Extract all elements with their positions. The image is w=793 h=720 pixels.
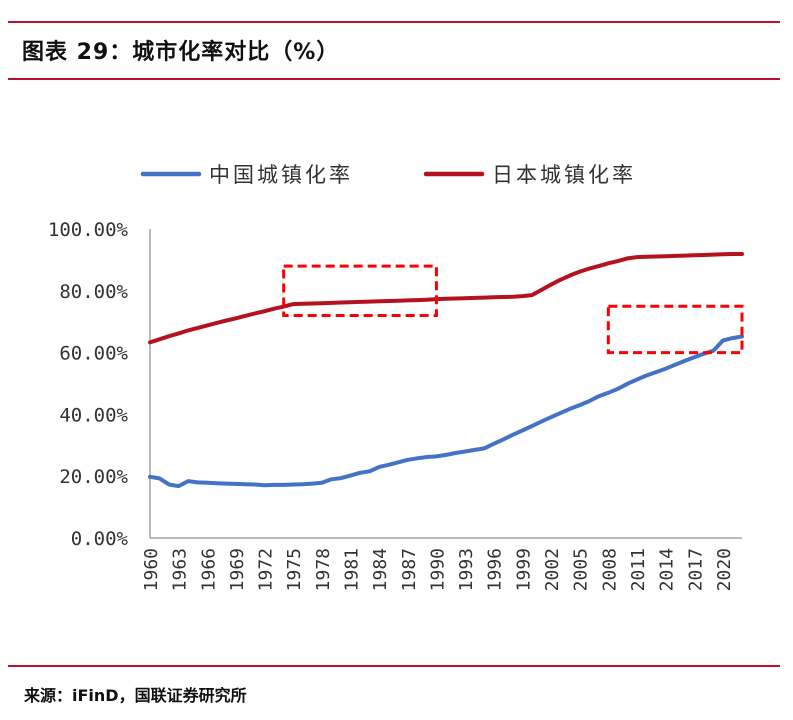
x-tick-label: 1981 (342, 548, 363, 591)
x-tick-label: 2011 (628, 548, 649, 591)
x-tick-label: 2005 (571, 548, 592, 591)
legend-label-2: 日本城镇化率 (492, 163, 636, 187)
x-tick-label: 1999 (513, 548, 534, 591)
top-rule (8, 21, 780, 23)
x-tick-label: 1972 (256, 548, 277, 591)
highlight-box-2 (606, 304, 744, 355)
x-tick-label: 1996 (485, 548, 506, 591)
highlight-box-1 (282, 264, 438, 318)
legend-label-1: 中国城镇化率 (209, 163, 353, 187)
x-tick-label: 1993 (456, 548, 477, 591)
x-tick-label: 1966 (198, 548, 219, 591)
y-tick-label: 80.00% (59, 281, 128, 303)
y-tick-label: 20.00% (59, 466, 128, 488)
x-tick-label: 1963 (170, 548, 191, 591)
x-tick-label: 1978 (313, 548, 334, 591)
x-tick-label: 2017 (685, 548, 706, 591)
page-title: 图表 29：城市化率对比（%） (22, 40, 340, 65)
x-tick-label: 2008 (599, 548, 620, 591)
bottom-rule (8, 665, 780, 667)
x-tick-label: 1984 (370, 548, 391, 591)
x-tick-label: 2002 (542, 548, 563, 591)
x-tick-label: 2020 (714, 548, 735, 591)
x-tick-label: 1969 (227, 548, 248, 591)
title-rule (8, 78, 780, 80)
series-line-1 (148, 334, 744, 489)
y-tick-label: 0.00% (71, 528, 129, 550)
x-tick-label: 1975 (284, 548, 305, 591)
x-tick-label: 2014 (657, 548, 678, 591)
y-tick-label: 100.00% (48, 219, 129, 241)
source-note: 来源：iFinD，国联证券研究所 (24, 686, 247, 705)
y-tick-label: 40.00% (59, 404, 128, 426)
x-tick-label: 1987 (399, 548, 420, 591)
y-tick-label: 60.00% (59, 343, 128, 365)
x-tick-label: 1960 (141, 548, 162, 591)
series-line-2 (148, 252, 744, 345)
x-tick-label: 1990 (427, 548, 448, 591)
